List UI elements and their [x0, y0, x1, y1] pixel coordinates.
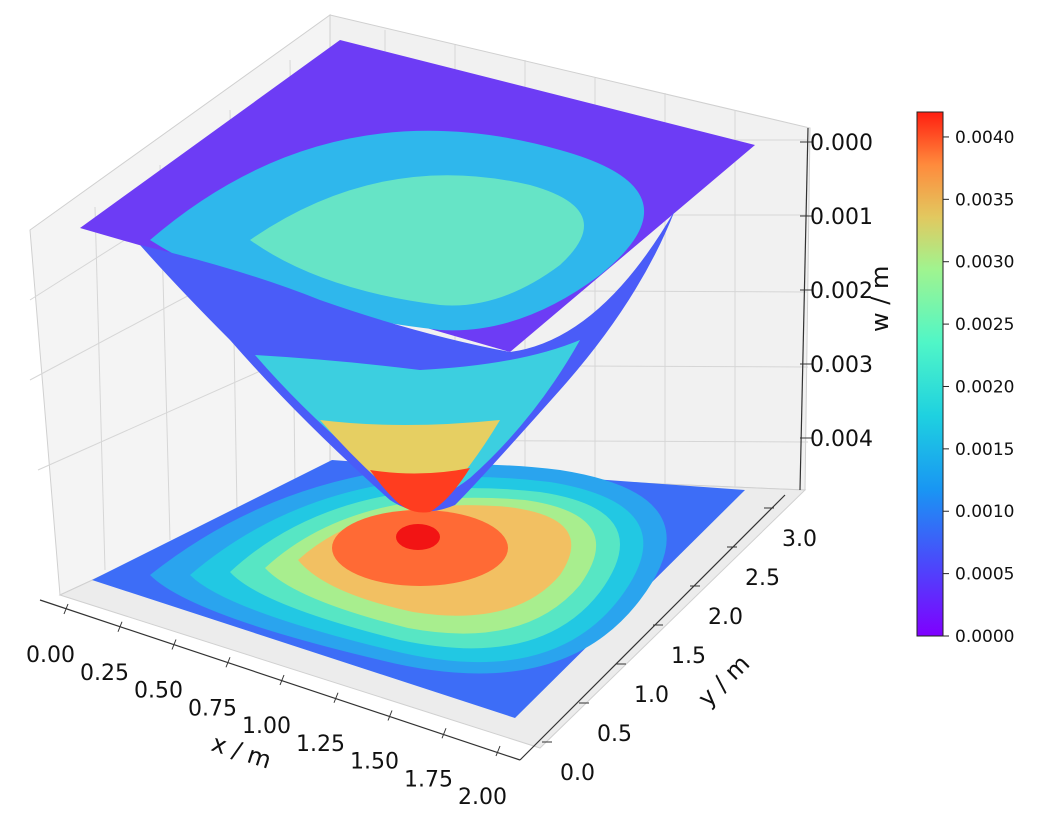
x-tick-label: 1.25: [296, 732, 345, 757]
z-tick-label: 0.001: [810, 205, 873, 230]
x-tick-mark: [279, 674, 285, 686]
x-tick-label: 1.75: [404, 767, 453, 792]
x-tick-mark: [441, 728, 447, 739]
z-tick-labels: 0.000 0.001 0.002 0.003 0.004: [800, 131, 873, 452]
x-tick-mark: [225, 657, 231, 668]
z-tick-label: 0.004: [810, 427, 873, 452]
surface-top-core: [250, 175, 584, 306]
y-tick-label: 2.5: [745, 566, 780, 591]
y-axis-line: [519, 494, 786, 761]
colorbar-tick-label: 0.0025: [955, 315, 1014, 335]
x-tick-mark: [387, 710, 393, 721]
x-tick-label: 0.50: [134, 679, 183, 704]
surface-bowl: [140, 210, 675, 512]
colorbar: 0.0000 0.0005 0.0010 0.0015 0.0020 0.0025 0.00…: [916, 111, 1014, 647]
colorbar-tick-label: 0.0000: [955, 627, 1014, 647]
x-tick-labels: 0.000.250.500.751.001.251.501.752.00: [26, 603, 507, 810]
x-tick-mark: [333, 692, 339, 703]
x-tick-label: 0.25: [80, 661, 129, 686]
y-tick-label: 3.0: [782, 527, 817, 552]
z-tick-label: 0.003: [810, 353, 873, 378]
x-tick-label: 2.00: [458, 785, 507, 810]
floor-contour-projection: [92, 460, 745, 718]
colorbar-tick-label: 0.0040: [955, 128, 1014, 148]
y-tick-label: 0.0: [560, 761, 595, 786]
x-tick-label: 0.75: [188, 696, 237, 721]
colorbar-tick-label: 0.0030: [955, 253, 1014, 273]
x-tick-mark: [63, 603, 69, 615]
colorbar-tick-label: 0.0005: [955, 565, 1014, 585]
y-tick-label: 0.5: [597, 722, 632, 747]
colorbar-tick-label: 0.0020: [955, 377, 1014, 397]
z-axis-line: [799, 127, 809, 491]
colorbar-tick-label: 0.0010: [955, 502, 1014, 522]
y-tick-label: 1.5: [671, 644, 706, 669]
x-tick-label: 0.00: [26, 643, 75, 668]
colorbar-bar: [916, 111, 944, 637]
x-tick-mark: [171, 639, 177, 650]
deflection-surface: [80, 40, 755, 513]
y-tick-labels: 0.00.51.01.52.02.53.0: [542, 507, 817, 786]
z-axis-label: w / m: [866, 266, 894, 332]
x-tick-label: 1.50: [350, 750, 399, 775]
x-tick-mark: [117, 621, 123, 632]
y-tick-label: 2.0: [708, 605, 743, 630]
colorbar-tick-labels: 0.0000 0.0005 0.0010 0.0015 0.0020 0.0025 0.00…: [943, 128, 1014, 647]
surface-bowl-bottom: [370, 468, 470, 513]
colorbar-tick-label: 0.0015: [955, 440, 1014, 460]
x-tick-mark: [495, 745, 501, 757]
contour-level-7: [396, 524, 440, 550]
z-tick-label: 0.002: [810, 279, 873, 304]
colorbar-tick-label: 0.0035: [955, 190, 1014, 210]
z-tick-label: 0.000: [810, 131, 873, 156]
y-tick-label: 1.0: [634, 683, 669, 708]
x-tick-label: 1.00: [242, 714, 291, 739]
surface-bowl-mid: [255, 340, 580, 498]
